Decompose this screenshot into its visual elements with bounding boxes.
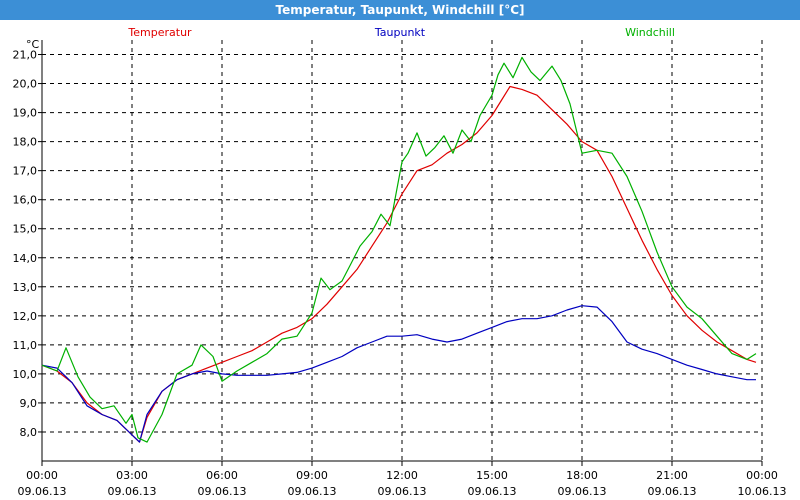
y-tick-label: 15,0	[13, 223, 38, 236]
x-tick-time-label: 18:00	[566, 469, 598, 482]
y-tick-label: 18,0	[13, 136, 38, 149]
x-tick-date-label: 09.06.13	[378, 485, 427, 498]
series-line-taupunkt	[41, 305, 756, 443]
legend-entry-windchill: Windchill	[625, 26, 675, 39]
y-tick-label: 14,0	[13, 252, 38, 265]
x-tick-time-label: 12:00	[386, 469, 418, 482]
series-line-temperatur	[41, 85, 757, 443]
x-tick-date-label: 09.06.13	[288, 485, 337, 498]
y-tick-label: 9,0	[20, 397, 38, 410]
y-tick-label: 10,0	[13, 368, 38, 381]
legend-entry-temperatur: Temperatur	[127, 26, 192, 39]
x-tick-time-label: 15:00	[476, 469, 508, 482]
line-chart: 8,0 9,0 10,0 11,0 12,0 13,0 14,0 15,0 16,0 17,0 18…	[13, 26, 787, 498]
x-tick-date-label: 09.06.13	[648, 485, 697, 498]
x-tick-time-label: 00:00	[26, 469, 58, 482]
y-tick-label: 20,0	[13, 78, 38, 91]
y-tick-label: 13,0	[13, 281, 38, 294]
x-tick-time-label: 09:00	[296, 469, 328, 482]
x-tick-time-label: 03:00	[116, 469, 148, 482]
x-tick-date-label: 09.06.13	[558, 485, 607, 498]
chart-title-bar: Temperatur, Taupunkt, Windchill [°C]	[0, 0, 800, 20]
y-tick-label: 19,0	[13, 107, 38, 120]
x-tick-date-label: 09.06.13	[198, 485, 247, 498]
x-tick-date-label: 09.06.13	[108, 485, 157, 498]
y-tick-label: 17,0	[13, 165, 38, 178]
x-tick-time-label: 06:00	[206, 469, 238, 482]
series-line-windchill	[41, 56, 757, 443]
x-tick-time-label: 00:00	[746, 469, 778, 482]
x-tick-time-label: 21:00	[656, 469, 688, 482]
x-tick-date-label: 09.06.13	[468, 485, 517, 498]
x-tick-date-label: 09.06.13	[18, 485, 67, 498]
legend-entry-taupunkt: Taupunkt	[374, 26, 426, 39]
y-tick-label: 11,0	[13, 339, 38, 352]
y-tick-label: 21,0	[13, 49, 38, 62]
y-tick-label: 8,0	[20, 426, 38, 439]
y-tick-label: 12,0	[13, 310, 38, 323]
y-axis-unit-label: °C	[26, 38, 40, 51]
y-tick-label: 16,0	[13, 194, 38, 207]
x-tick-date-label: 10.06.13	[738, 485, 787, 498]
